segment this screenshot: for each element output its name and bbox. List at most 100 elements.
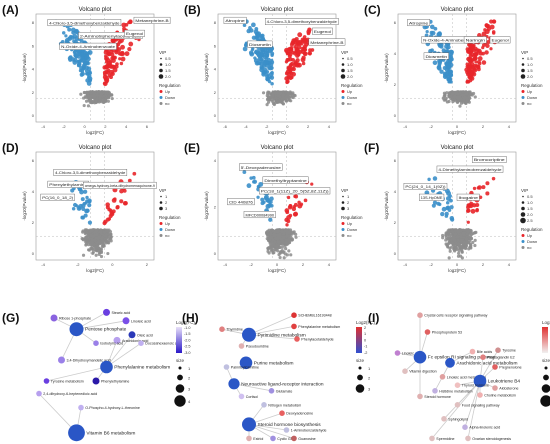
network-node [93, 340, 99, 346]
point-no [92, 91, 96, 95]
point-down [87, 70, 93, 76]
point-down [72, 39, 76, 43]
network-size-dot [544, 366, 548, 370]
network-node [417, 312, 423, 318]
x-axis-label: log2(FC) [86, 268, 104, 273]
point-no [284, 99, 288, 103]
point-down [76, 59, 82, 65]
legend-regulation-dot [521, 102, 525, 105]
x-tick-label: -4 [403, 124, 407, 129]
network-node-label: Phenylacetaldehyde [301, 338, 333, 342]
point-up [475, 208, 479, 213]
point-up [285, 223, 289, 227]
point-up [102, 81, 108, 87]
legend-regulation-title: Regulation [521, 227, 543, 232]
point-up [296, 62, 301, 67]
point-no [447, 231, 451, 236]
point-no [96, 240, 101, 244]
point-no [94, 253, 98, 257]
point-no [467, 236, 471, 240]
legend-vip-dot [160, 57, 162, 60]
network-edge [443, 380, 481, 420]
legend-vip-dot [521, 63, 525, 66]
point-down [85, 71, 89, 76]
point-no [93, 239, 98, 243]
point-up [293, 45, 297, 49]
point-up [119, 51, 124, 57]
point-no [280, 239, 285, 243]
point-no [89, 234, 94, 238]
network-node [477, 392, 483, 398]
network-node-label: Linoleic acid [402, 352, 422, 356]
annotation-box [40, 193, 75, 201]
point-no [87, 248, 92, 252]
network-node [92, 377, 100, 385]
point-down [81, 63, 86, 68]
network-node-label: Nitrogen metabolism [268, 403, 301, 407]
point-down [268, 217, 273, 222]
point-down [447, 77, 452, 82]
point-no [86, 104, 91, 108]
network-edge [248, 314, 295, 336]
point-no [84, 231, 88, 235]
point-down [80, 55, 85, 60]
point-down [430, 30, 436, 36]
point-up [119, 199, 124, 204]
y-tick-label: 2 [394, 220, 397, 225]
legend-vip-value: 2.0 [527, 74, 533, 79]
network-legend-title: Log2(FC) [176, 320, 196, 325]
point-down [447, 208, 452, 212]
point-no [473, 95, 477, 99]
network-node [495, 347, 501, 353]
point-up [114, 50, 119, 55]
legend-vip-dot [159, 206, 163, 211]
point-down [252, 179, 258, 184]
network-node [492, 364, 498, 370]
panel-letter: (A) [2, 3, 19, 17]
legend-vip-value: 0.5 [165, 56, 171, 61]
network-node-label: Deoxyadenosine [286, 412, 313, 416]
network-node-label: Vitamin B6 metabolism [86, 430, 135, 436]
network-edge [431, 380, 481, 439]
point-no [268, 246, 272, 250]
point-down [437, 62, 442, 67]
y-tick-label: 0 [32, 113, 35, 118]
point-down [248, 50, 254, 56]
point-down [441, 206, 447, 212]
point-down [85, 195, 89, 200]
y-tick-label: 8 [214, 20, 217, 25]
legend-vip-dot [520, 74, 526, 79]
network-node [261, 402, 267, 408]
point-up [284, 76, 290, 82]
point-up [118, 57, 122, 61]
point-up [286, 71, 292, 77]
volcano-panel-2: (B) Volcano plot Atropine 4-Chloro-3,5-dime… [184, 3, 363, 135]
x-tick-label: -2 [265, 124, 269, 129]
point-down [75, 204, 79, 208]
point-down [269, 200, 273, 204]
point-down [87, 220, 93, 225]
point-up [108, 63, 112, 67]
annotation-label: 2-Aminobiphenylacetic acid [80, 34, 141, 38]
annotation-box [259, 187, 331, 195]
legend-regulation-dot [159, 90, 163, 93]
network-node [242, 327, 256, 342]
x-tick-label: 6 [146, 124, 149, 129]
network-size-title: size [176, 358, 184, 363]
point-down [268, 72, 274, 77]
network-edge [467, 380, 481, 439]
network-node-label: Ribose 1-phosphate [59, 317, 91, 321]
legend-vip-value: 2.0 [527, 212, 533, 217]
annotation-label: Phenylethylamine [49, 183, 87, 187]
point-no [96, 90, 100, 94]
point-down [242, 170, 247, 174]
network-node-label: Crystal cells receptor signaling pathway [424, 314, 487, 318]
point-down [436, 32, 442, 37]
annotation-box [312, 27, 333, 35]
point-no [283, 244, 287, 248]
network-node [279, 410, 285, 416]
point-up [286, 219, 291, 224]
legend-regulation-title: Regulation [159, 83, 181, 88]
point-down [448, 194, 452, 198]
x-tick-label: 0 [83, 124, 86, 129]
